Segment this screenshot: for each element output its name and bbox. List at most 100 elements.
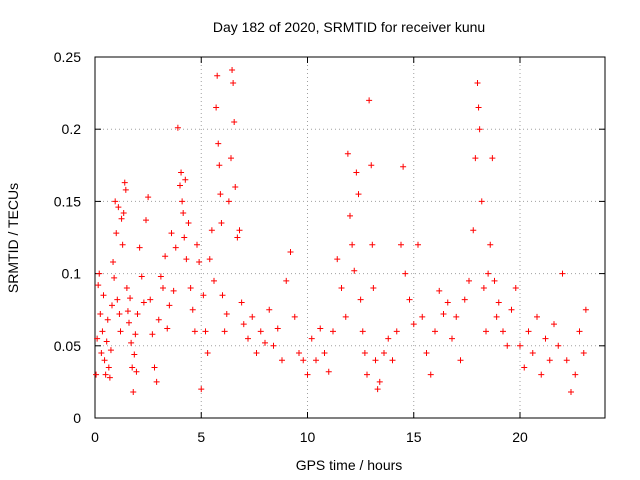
data-point (217, 191, 224, 198)
data-point (128, 339, 135, 346)
data-point (129, 364, 136, 371)
data-point (110, 259, 117, 266)
plot-frame (94, 56, 606, 419)
data-point (504, 342, 511, 349)
data-point (183, 256, 190, 263)
data-point (160, 285, 166, 292)
data-point (470, 227, 477, 234)
data-point (444, 299, 451, 306)
y-tick-label: 0.2 (62, 121, 82, 137)
data-point (134, 311, 141, 318)
data-point (376, 378, 383, 385)
data-point (517, 342, 523, 349)
data-point (94, 335, 101, 342)
data-point (480, 285, 487, 292)
data-point (353, 169, 360, 176)
y-axis-label: SRMTID / TECUs (5, 183, 21, 293)
data-point (99, 328, 106, 335)
data-point (580, 350, 587, 357)
data-point (563, 357, 570, 364)
x-tick-label: 5 (197, 429, 205, 445)
data-point (370, 285, 377, 292)
data-point (228, 155, 234, 162)
data-point (266, 306, 273, 313)
data-point (364, 371, 370, 378)
data-point (97, 311, 104, 318)
data-point (389, 357, 396, 364)
data-point (107, 347, 114, 354)
data-point (525, 328, 532, 335)
data-point (487, 241, 494, 248)
data-point (415, 241, 421, 248)
data-point (253, 350, 260, 357)
data-point (529, 350, 536, 357)
y-tick-label: 0.05 (54, 338, 81, 354)
data-point (555, 342, 562, 349)
y-tick-label: 0 (73, 410, 81, 426)
data-point (453, 313, 460, 320)
data-point (423, 350, 430, 357)
data-point (225, 198, 232, 205)
data-point (236, 227, 243, 234)
data-point (274, 325, 281, 332)
data-point (187, 285, 194, 292)
data-point (372, 357, 379, 364)
grid-layer (94, 56, 605, 419)
data-point (231, 118, 238, 125)
data-point (262, 339, 268, 346)
data-point (105, 364, 112, 371)
data-point (495, 299, 502, 306)
data-point (369, 241, 376, 248)
data-point (143, 217, 149, 224)
data-point (406, 296, 413, 303)
data-point (162, 253, 169, 260)
data-point (126, 319, 132, 326)
data-point (512, 285, 519, 292)
data-point (131, 351, 138, 358)
data-point (368, 162, 375, 169)
data-point (300, 357, 307, 364)
data-point (461, 296, 468, 303)
data-point (432, 328, 438, 335)
data-point (132, 331, 139, 338)
data-point (308, 335, 315, 342)
data-point (185, 220, 192, 227)
data-point (174, 124, 181, 131)
data-point (249, 313, 256, 320)
data-point (572, 371, 579, 378)
data-point (402, 270, 409, 277)
data-point (436, 287, 443, 294)
y-tick-label: 0.15 (54, 193, 81, 209)
data-point (478, 198, 485, 205)
data-point (449, 335, 455, 342)
points-layer (93, 66, 589, 396)
data-point (124, 308, 131, 315)
data-point (155, 316, 162, 323)
data-point (102, 371, 109, 378)
data-point (374, 386, 381, 393)
data-point (213, 104, 220, 111)
data-point (568, 389, 574, 396)
data-point (164, 325, 171, 332)
y-tick-label: 0.25 (54, 49, 81, 65)
data-point (359, 328, 366, 335)
data-point (106, 374, 113, 381)
data-point (153, 378, 160, 385)
data-point (474, 79, 481, 86)
x-tick-label: 15 (406, 429, 422, 445)
data-point (196, 259, 203, 266)
data-point (127, 295, 134, 302)
data-point (200, 292, 207, 299)
data-point (168, 230, 175, 237)
data-point (475, 104, 482, 111)
data-point (115, 204, 122, 211)
data-point (149, 331, 156, 338)
data-point (147, 296, 154, 303)
data-point (112, 198, 119, 205)
data-point (347, 212, 353, 219)
data-point (344, 150, 351, 157)
data-point (381, 350, 387, 357)
data-point (218, 220, 225, 227)
data-point (93, 371, 100, 378)
data-point (120, 209, 127, 216)
